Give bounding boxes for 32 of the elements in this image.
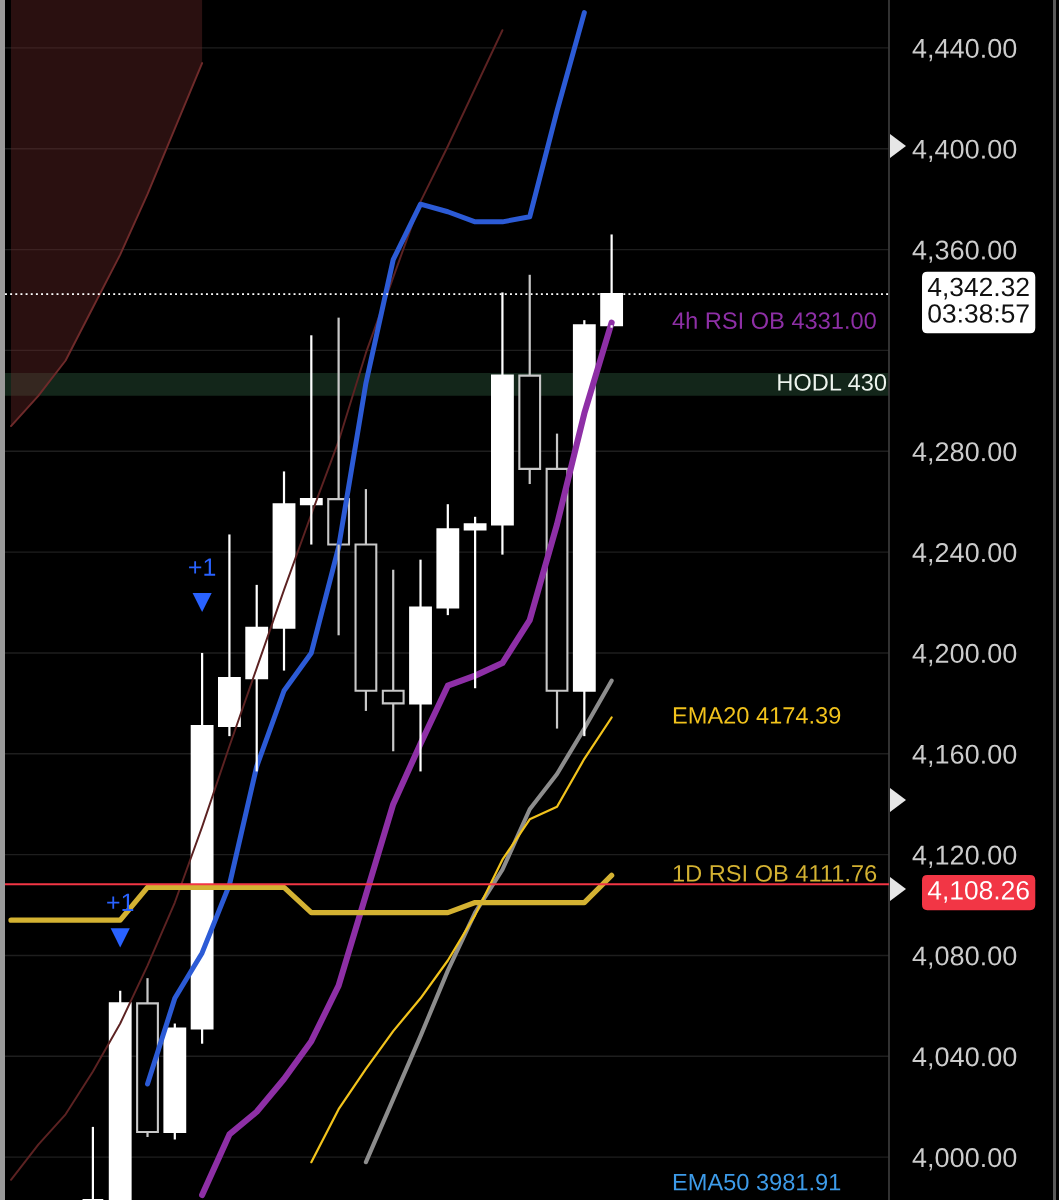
candlestick bbox=[572, 319, 596, 738]
ref-line-label: 4,108.26 bbox=[927, 880, 1029, 903]
candlestick bbox=[381, 568, 405, 753]
y-tick-label: 4,040.00 bbox=[912, 1047, 1017, 1070]
candlestick bbox=[245, 583, 269, 773]
y-tick-label: 4,000.00 bbox=[912, 1148, 1017, 1171]
candlestick bbox=[354, 487, 378, 713]
candlestick bbox=[218, 533, 241, 738]
annotation: EMA50 3981.91 bbox=[673, 1173, 841, 1191]
y-tick-label: 4,120.00 bbox=[912, 845, 1017, 868]
text: +1 bbox=[189, 558, 216, 576]
band-label: HODL 430 bbox=[778, 374, 887, 391]
candlestick bbox=[299, 334, 323, 546]
line-series bbox=[310, 716, 613, 1164]
y-tick-label: 4,200.00 bbox=[912, 643, 1017, 667]
y-tick-label: 4,440.00 bbox=[912, 38, 1017, 62]
candlestick bbox=[272, 470, 296, 672]
series-label: +1 bbox=[107, 893, 134, 911]
y-tick-label: 4,240.00 bbox=[912, 543, 1017, 566]
y-tick-label: 4,360.00 bbox=[912, 240, 1017, 263]
y-tick-label: 4,280.00 bbox=[912, 442, 1017, 465]
text: EMA20 4174.39 bbox=[673, 707, 841, 724]
text: 1D RSI OB 4111.76 bbox=[673, 865, 877, 882]
line-series bbox=[10, 29, 504, 1181]
y-tick-label: 4,160.00 bbox=[912, 744, 1017, 768]
y-tick-label: 4,400.00 bbox=[912, 139, 1017, 163]
candlestick bbox=[409, 558, 432, 773]
y-tick-label: 4,080.00 bbox=[912, 946, 1017, 969]
text: 4h RSI OB 4331.00 bbox=[672, 311, 876, 330]
line-series bbox=[10, 62, 204, 428]
ref-line-label: 4,342.32 03:38:57 bbox=[927, 277, 1029, 323]
candlestick bbox=[136, 977, 159, 1139]
